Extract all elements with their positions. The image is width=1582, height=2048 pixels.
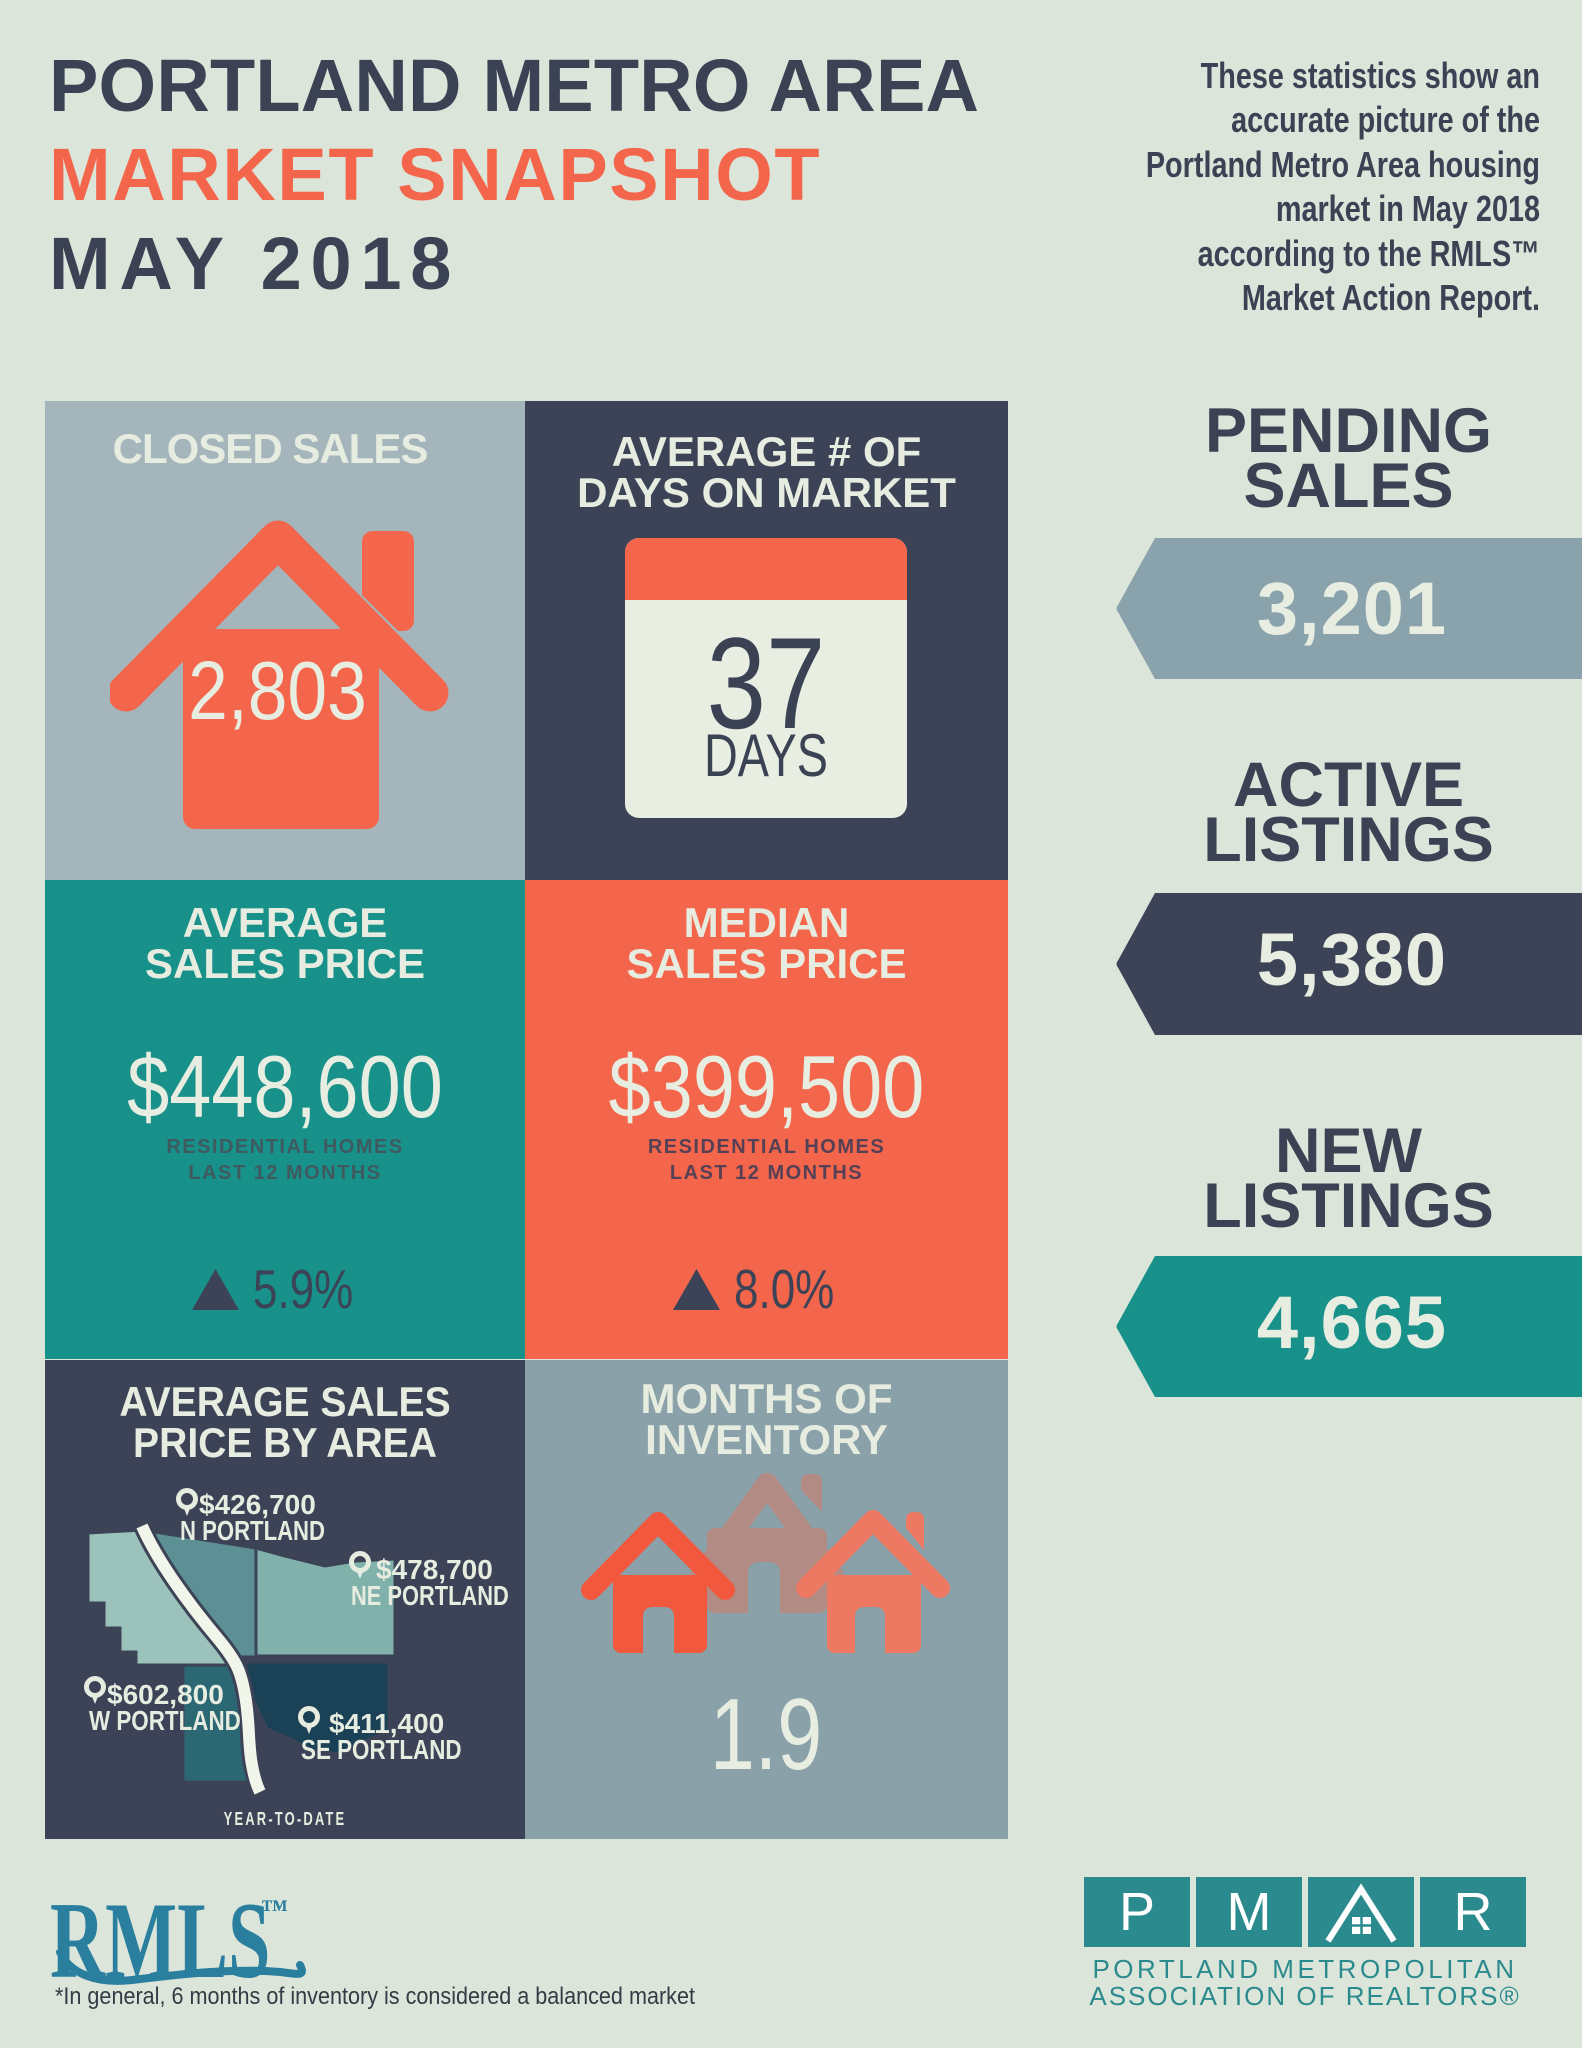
svg-text:4,665: 4,665	[1257, 1281, 1447, 1364]
svg-text:3,201: 3,201	[1257, 567, 1447, 650]
svg-text:5,380: 5,380	[1257, 918, 1447, 1001]
